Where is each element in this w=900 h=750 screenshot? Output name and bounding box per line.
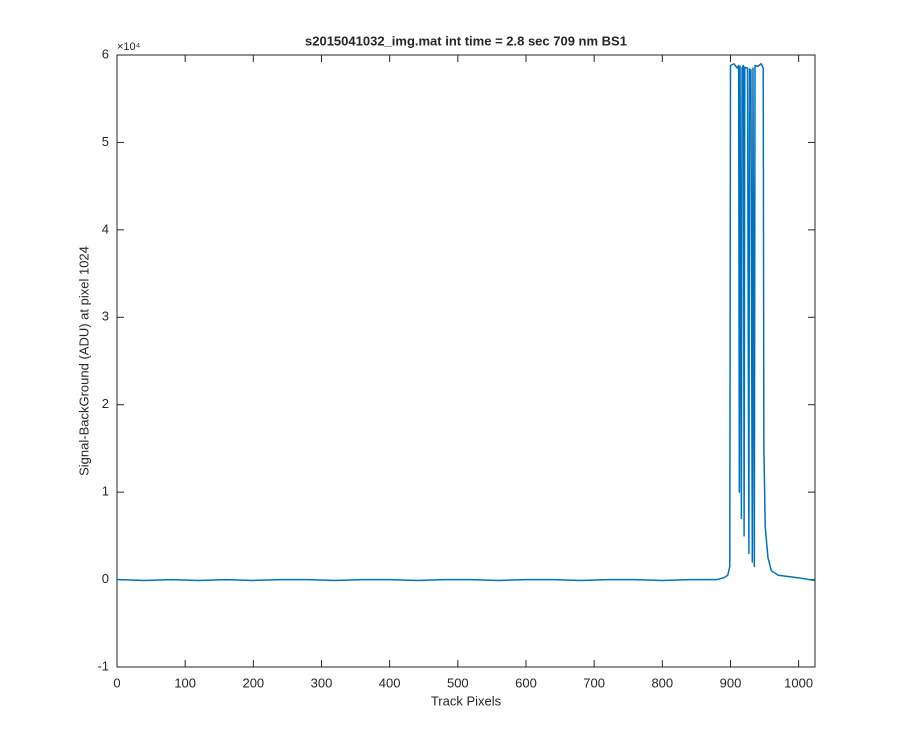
y-tick-label: 6 [102, 46, 109, 61]
x-tick-label: 900 [720, 675, 742, 690]
y-tick-label: 2 [102, 396, 109, 411]
x-tick-label: 0 [113, 675, 120, 690]
y-multiplier: ×10⁴ [117, 41, 141, 53]
data-line [116, 62, 816, 582]
x-tick-label: 100 [174, 675, 196, 690]
y-tick-label: 5 [102, 134, 109, 149]
y-tick-label: 0 [102, 571, 109, 586]
y-tick-label: 4 [102, 221, 109, 236]
x-tick-label: 700 [583, 675, 605, 690]
x-tick-label: 500 [447, 675, 469, 690]
axes-box [116, 54, 816, 668]
x-axis-label: Track Pixels [431, 693, 502, 708]
y-tick-label: 1 [102, 484, 109, 499]
x-tick-label: 200 [242, 675, 264, 690]
x-tick-label: 800 [651, 675, 673, 690]
x-tick-label: 600 [515, 675, 537, 690]
y-tick-label: -1 [97, 658, 109, 673]
x-tick-label: 1000 [784, 675, 813, 690]
y-tick-label: 3 [102, 309, 109, 324]
chart-title: s2015041032_img.mat int time = 2.8 sec 7… [305, 33, 627, 48]
x-tick-label: 300 [311, 675, 333, 690]
x-tick-label: 400 [379, 675, 401, 690]
y-axis-label: Signal-BackGround (ADU) at pixel 1024 [76, 246, 91, 476]
